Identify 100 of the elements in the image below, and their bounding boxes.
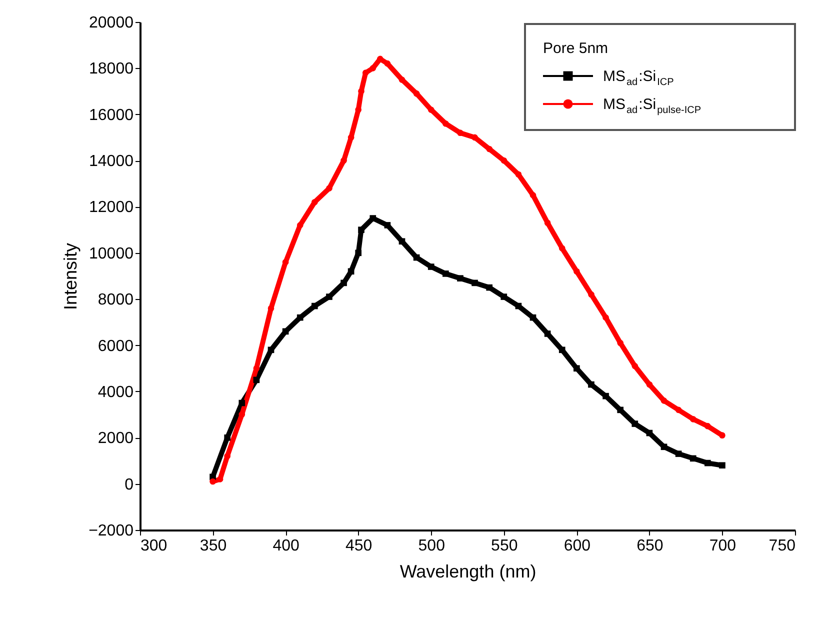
y-tick-label: 2000	[98, 430, 134, 448]
point	[574, 365, 580, 372]
y-axis-title: Intensity	[60, 242, 81, 310]
x-tick-label: 750	[768, 538, 796, 554]
point	[602, 314, 609, 321]
point	[457, 130, 464, 136]
point	[358, 88, 364, 94]
point	[500, 294, 508, 300]
point	[312, 198, 318, 206]
y-tick-label: 14000	[89, 153, 134, 170]
point	[632, 362, 638, 370]
point	[558, 346, 566, 354]
point	[428, 106, 434, 113]
point	[457, 275, 464, 282]
point	[253, 365, 260, 372]
x-tick-label: 450	[345, 538, 372, 554]
point	[296, 222, 304, 228]
point	[486, 284, 492, 291]
x-tick-label: 700	[709, 538, 736, 554]
point	[544, 330, 551, 337]
point	[690, 455, 696, 462]
point	[530, 192, 536, 198]
y-tick-label: −2000	[88, 522, 134, 540]
y-tick-label: 10000	[89, 245, 134, 262]
point	[646, 381, 653, 388]
legend-title: Pore 5nm	[543, 40, 608, 57]
x-tick-label: 600	[564, 538, 591, 554]
point	[362, 70, 369, 76]
point	[312, 302, 318, 310]
point	[358, 226, 364, 233]
point	[500, 157, 508, 164]
point	[216, 476, 224, 482]
point	[704, 422, 711, 430]
point	[472, 134, 478, 141]
point	[384, 60, 391, 67]
point	[413, 254, 420, 261]
point	[370, 65, 376, 72]
point	[326, 294, 332, 300]
point	[348, 134, 354, 141]
y-tick-label: 4000	[98, 384, 134, 401]
point	[646, 430, 653, 436]
x-tick-label: 500	[418, 538, 446, 554]
point	[442, 120, 449, 127]
point	[690, 416, 696, 422]
y-tick-label: 6000	[98, 338, 134, 355]
point	[558, 245, 566, 252]
point	[719, 462, 726, 469]
x-tick-label: 400	[272, 538, 300, 554]
y-tick-label: 16000	[89, 106, 134, 124]
point	[588, 381, 594, 388]
point	[355, 250, 362, 256]
point	[210, 478, 216, 485]
x-tick-label: 650	[636, 538, 664, 554]
point	[413, 90, 420, 97]
point	[660, 444, 668, 450]
point	[602, 392, 609, 400]
y-tick-label: 20000	[89, 14, 134, 32]
x-axis-title: Wavelength (nm)	[400, 562, 536, 582]
point	[296, 314, 304, 321]
point	[340, 157, 347, 164]
y-tick-label: 12000	[89, 199, 134, 216]
point	[486, 146, 492, 152]
point	[268, 305, 274, 312]
point	[268, 346, 274, 354]
point	[398, 238, 406, 245]
y-tick-label: 8000	[98, 292, 134, 309]
point	[348, 268, 354, 275]
point	[428, 264, 434, 270]
point	[675, 450, 682, 457]
point	[282, 258, 289, 266]
x-tick-label: 300	[140, 538, 168, 554]
point	[384, 222, 391, 228]
point	[617, 406, 624, 414]
point	[544, 220, 551, 226]
point	[515, 302, 522, 310]
point	[398, 76, 406, 83]
point	[282, 328, 289, 335]
point	[515, 171, 522, 178]
point	[617, 340, 624, 346]
y-tick-label: 0	[124, 476, 134, 494]
point	[238, 400, 246, 406]
x-tick-label: 350	[200, 538, 227, 554]
point	[530, 314, 536, 321]
point	[326, 185, 332, 192]
point	[472, 280, 478, 286]
point	[340, 280, 347, 286]
point	[632, 420, 638, 427]
point	[355, 106, 362, 113]
point	[253, 376, 260, 384]
point	[588, 291, 594, 298]
y-tick-label: 18000	[89, 60, 134, 78]
x-tick-label: 550	[491, 538, 518, 554]
point	[224, 434, 230, 441]
point	[574, 268, 580, 275]
point	[675, 406, 682, 414]
point	[442, 270, 449, 277]
point	[704, 460, 711, 466]
point	[660, 398, 668, 404]
point	[719, 432, 726, 438]
point	[238, 411, 246, 418]
